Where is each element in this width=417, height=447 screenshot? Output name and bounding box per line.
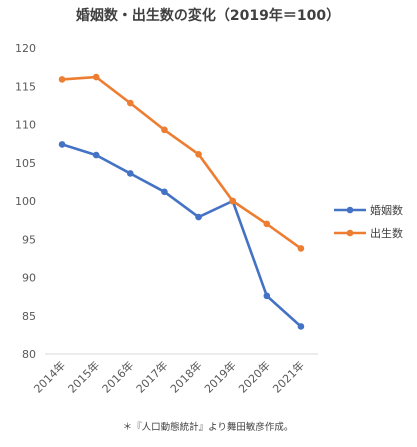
y-tick-label: 110 xyxy=(15,119,36,132)
data-point-1-3 xyxy=(161,126,168,134)
x-tick-label: 2017年 xyxy=(133,358,170,395)
x-tick-label: 2016年 xyxy=(99,358,136,395)
x-tick-label: 2019年 xyxy=(201,358,238,395)
data-point-0-1 xyxy=(92,151,100,159)
legend-label-0: 婚姻数 xyxy=(370,203,403,217)
data-point-1-4 xyxy=(195,151,202,158)
series-line-1 xyxy=(62,75,302,250)
data-point-1-5 xyxy=(229,197,236,205)
y-axis-ticks: 80 85 90 95 100 105 110 115 120 xyxy=(15,42,36,361)
series-layer xyxy=(58,73,305,330)
data-point-1-0 xyxy=(58,76,66,83)
y-tick-label: 105 xyxy=(15,157,36,170)
legend-label-1: 出生数 xyxy=(370,226,403,240)
y-tick-label: 90 xyxy=(22,272,36,285)
data-point-0-7 xyxy=(297,323,305,330)
series-line-0 xyxy=(61,143,302,328)
legend-swatch-marker-1 xyxy=(346,229,354,237)
y-tick-label: 100 xyxy=(15,195,36,208)
y-tick-label: 85 xyxy=(22,310,36,323)
data-point-0-2 xyxy=(127,170,134,177)
data-point-0-3 xyxy=(161,188,168,196)
data-point-0-6 xyxy=(263,292,271,300)
y-tick-label: 120 xyxy=(15,42,36,55)
x-tick-label: 2020年 xyxy=(235,358,272,395)
data-point-1-2 xyxy=(127,99,134,107)
x-tick-label: 2021年 xyxy=(270,358,307,395)
x-tick-label: 2014年 xyxy=(31,358,68,395)
x-tick-label: 2015年 xyxy=(65,358,102,395)
legend-swatch-marker-0 xyxy=(346,206,354,214)
x-tick-label: 2018年 xyxy=(167,358,204,395)
data-point-1-6 xyxy=(263,220,271,228)
y-tick-label: 95 xyxy=(22,233,36,246)
source-note: ＊『人口動態統計』より舞田敏彦作成。 xyxy=(123,421,294,433)
y-tick-label: 115 xyxy=(15,80,36,93)
y-tick-label: 80 xyxy=(22,348,36,361)
data-point-0-4 xyxy=(195,213,202,221)
data-point-1-1 xyxy=(92,73,100,81)
data-point-1-7 xyxy=(297,245,305,252)
data-point-0-0 xyxy=(58,141,66,148)
chart-title: 婚姻数・出生数の変化（2019年＝100） xyxy=(76,7,340,24)
